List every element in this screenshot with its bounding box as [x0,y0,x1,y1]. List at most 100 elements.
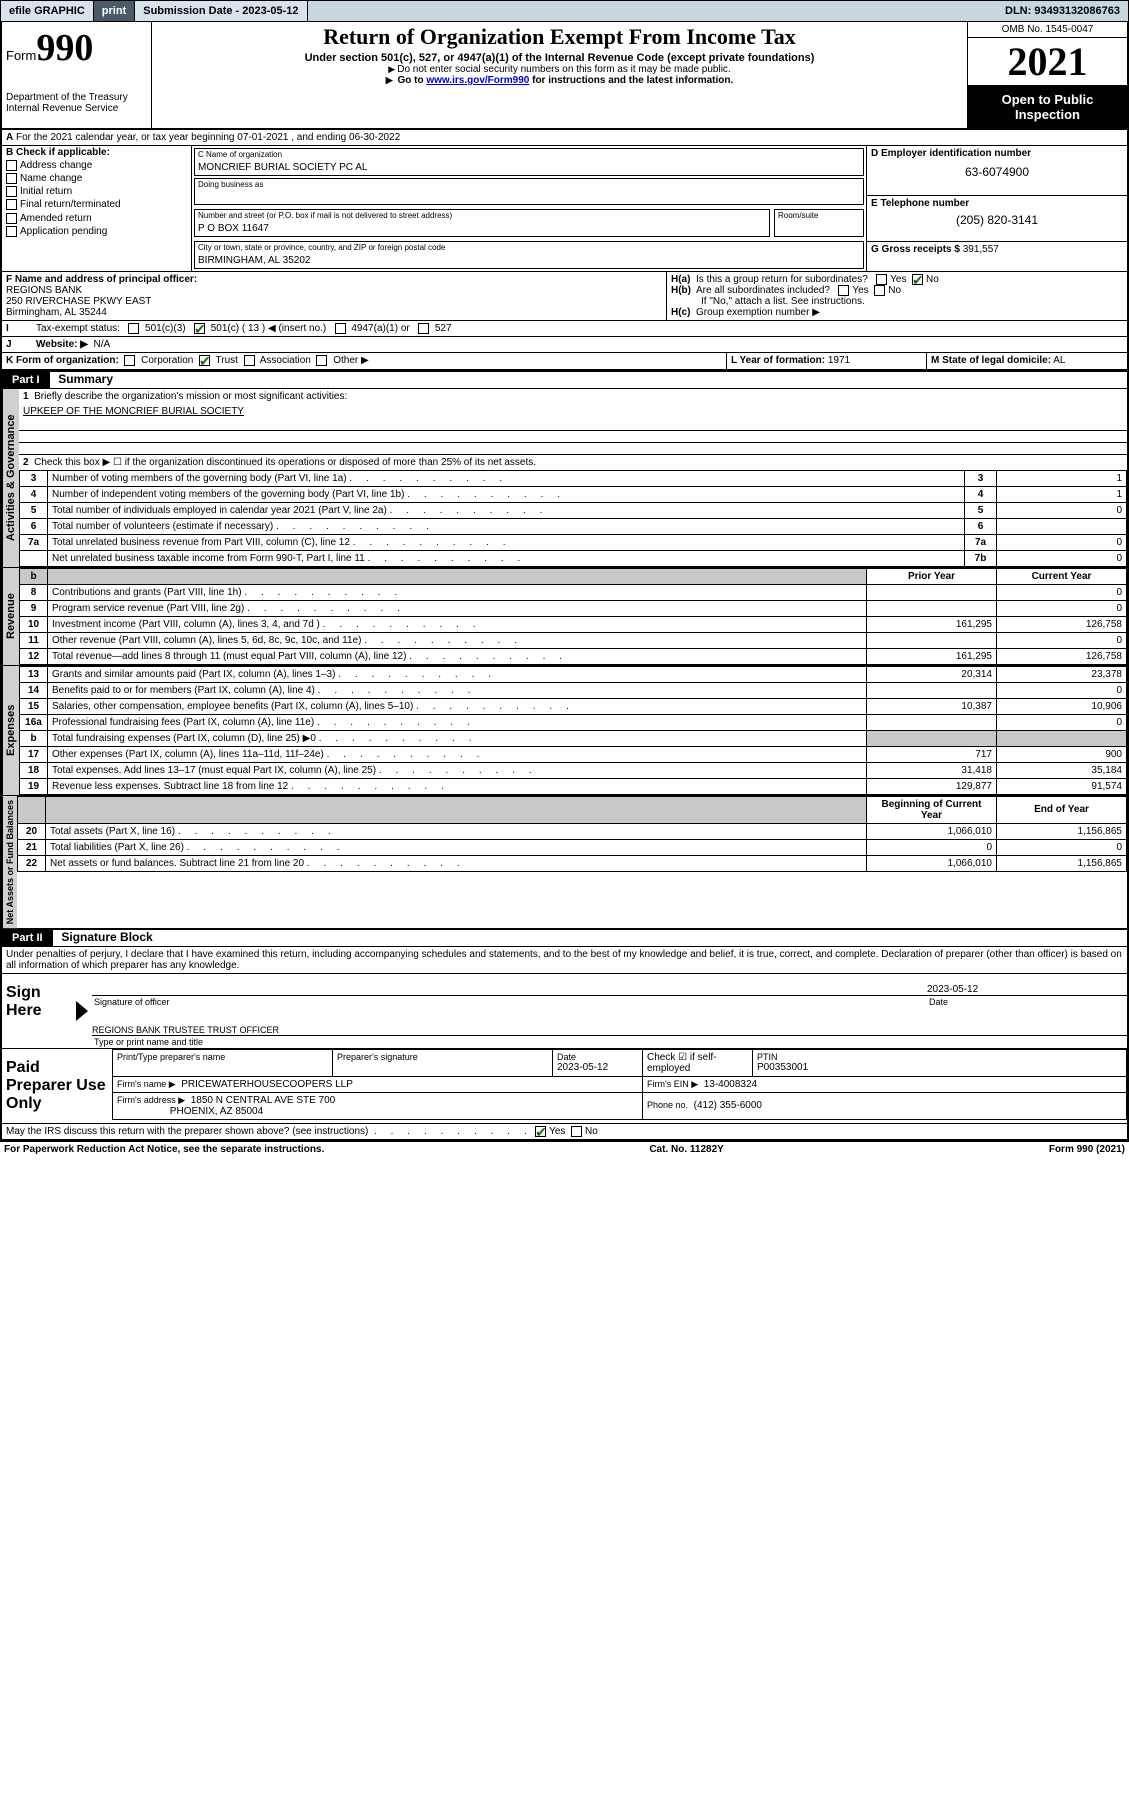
governance-table: 3Number of voting members of the governi… [19,470,1127,567]
phone-label: Phone no. [647,1100,688,1110]
cb-501c3[interactable] [128,323,139,334]
table-row: Net unrelated business taxable income fr… [20,550,1127,566]
footer-right: Form 990 (2021) [1049,1144,1125,1155]
b-opt-0-text: Address change [20,160,92,171]
table-row: 3Number of voting members of the governi… [20,470,1127,486]
mayirs-yes: Yes [549,1126,565,1137]
b-opt-1-text: Name change [20,173,82,184]
h-b: H(b) Are all subordinates included? Yes … [671,285,1123,296]
sig-date-value: 2023-05-12 [927,984,978,995]
paid-preparer-block: Paid Preparer Use Only Print/Type prepar… [2,1049,1127,1124]
section-g: G Gross receipts $ 391,557 [867,242,1127,257]
line-a-text: For the 2021 calendar year, or tax year … [16,132,400,143]
mission-text: UPKEEP OF THE MONCRIEF BURIAL SOCIETY [19,404,1127,419]
checkbox-application-pending[interactable] [6,226,17,237]
table-row: 11Other revenue (Part VIII, column (A), … [20,632,1127,648]
mission-line-2 [19,419,1127,431]
sub3-post: for instructions and the latest informat… [529,75,733,86]
mayirs-no-checkbox[interactable] [571,1126,582,1137]
vlabel-expenses: Expenses [2,666,19,795]
paid-preparer-label: Paid Preparer Use Only [2,1049,112,1123]
checkbox-address-change[interactable] [6,160,17,171]
cb-other[interactable] [316,355,327,366]
p-check: Check ☑ if self-employed [643,1049,753,1076]
cb-527[interactable] [418,323,429,334]
vlabel-revenue: Revenue [2,568,19,665]
efile-label: efile GRAPHIC [9,5,85,17]
room-label: Room/suite [775,210,863,221]
officer-name-line: REGIONS BANK TRUSTEE TRUST OFFICER [92,1014,1127,1036]
table-row: 12Total revenue—add lines 8 through 11 (… [20,648,1127,664]
section-b: B Check if applicable: Address change Na… [2,146,192,271]
p-check-text: Check ☑ if self-employed [647,1052,717,1074]
officer-sig-line[interactable] [92,974,927,996]
section-klm: K Form of organization: Corporation Trus… [2,353,1127,369]
officer-addr2: Birmingham, AL 35244 [6,307,662,318]
cb-assoc[interactable] [244,355,255,366]
cb-4947[interactable] [335,323,346,334]
ha-yes-checkbox[interactable] [876,274,887,285]
netassets-table: Beginning of Current Year End of Year 20… [17,796,1127,872]
table-row: 18Total expenses. Add lines 13–17 (must … [20,762,1127,778]
org-name-box: C Name of organization MONCRIEF BURIAL S… [194,148,864,176]
firm-name-label: Firm's name ▶ [117,1079,176,1089]
declaration: Under penalties of perjury, I declare th… [2,947,1127,974]
q2-text: Check this box ▶ ☐ if the organization d… [34,457,536,468]
form-word: Form [6,48,36,63]
sign-here-label: Sign Here [2,974,72,1048]
cb-trust[interactable] [199,355,210,366]
tax-year: 2021 [968,38,1127,86]
gross-receipts: 391,557 [963,244,999,255]
efile-button[interactable]: efile GRAPHIC [1,1,94,21]
year-formation: 1971 [828,355,850,366]
part2-badge: Part II [2,930,53,946]
checkbox-name-change[interactable] [6,173,17,184]
part2-title: Signature Block [55,928,158,946]
preparer-table: Print/Type preparer's name Preparer's si… [112,1049,1127,1120]
table-row: 6Total number of volunteers (estimate if… [20,518,1127,534]
sign-arrow-icon [76,1001,88,1021]
section-l: L Year of formation: 1971 [727,353,927,368]
officer-name: REGIONS BANK [6,285,662,296]
checkbox-initial-return[interactable] [6,186,17,197]
table-row: 17Other expenses (Part IX, column (A), l… [20,746,1127,762]
room-box: Room/suite [774,209,864,237]
hb-yes-checkbox[interactable] [838,285,849,296]
table-row: bTotal fundraising expenses (Part IX, co… [20,730,1127,746]
hc-text: Group exemption number ▶ [696,307,820,318]
section-m: M State of legal domicile: AL [927,353,1127,368]
hb-yes: Yes [852,285,868,296]
b-opt-3-text: Final return/terminated [20,200,121,211]
b-opt-5-text: Application pending [20,226,107,237]
irs-link[interactable]: www.irs.gov/Form990 [426,75,529,86]
ha-no-checkbox[interactable] [912,274,923,285]
table-row: 16aProfessional fundraising fees (Part I… [20,714,1127,730]
col-prior: Prior Year [867,568,997,584]
q1-text: Briefly describe the organization's miss… [34,391,347,402]
p-sig-label: Preparer's signature [337,1052,548,1062]
cb-501c[interactable] [194,323,205,334]
print-button[interactable]: print [94,1,135,21]
b-opt-2: Initial return [2,185,191,198]
submission-date: Submission Date - 2023-05-12 [135,1,307,21]
sig-date-line: 2023-05-12 [927,974,1127,996]
hb-no-checkbox[interactable] [874,285,885,296]
checkbox-amended-return[interactable] [6,213,17,224]
room-value [775,221,863,235]
ein-value: 63-6074900 [871,165,1123,179]
section-i: I Tax-exempt status: 501(c)(3) 501(c) ( … [2,321,1127,337]
b-opt-1: Name change [2,172,191,185]
d-label: D Employer identification number [871,148,1123,159]
cb-corp[interactable] [124,355,135,366]
form-header: Form990 Department of the Treasury Inter… [2,22,1127,130]
mayirs-yes-checkbox[interactable] [535,1126,546,1137]
table-row: 8Contributions and grants (Part VIII, li… [20,584,1127,600]
q1: 1 Briefly describe the organization's mi… [19,389,1127,404]
e-label: E Telephone number [871,198,1123,209]
i-label: Tax-exempt status: [36,323,120,334]
officer-typed-name: REGIONS BANK TRUSTEE TRUST OFFICER [92,1025,279,1035]
l-label: L Year of formation: [731,355,825,366]
sub3-pre: Go to [397,75,426,86]
checkbox-final-return[interactable] [6,199,17,210]
open-public: Open to Public Inspection [968,86,1127,128]
